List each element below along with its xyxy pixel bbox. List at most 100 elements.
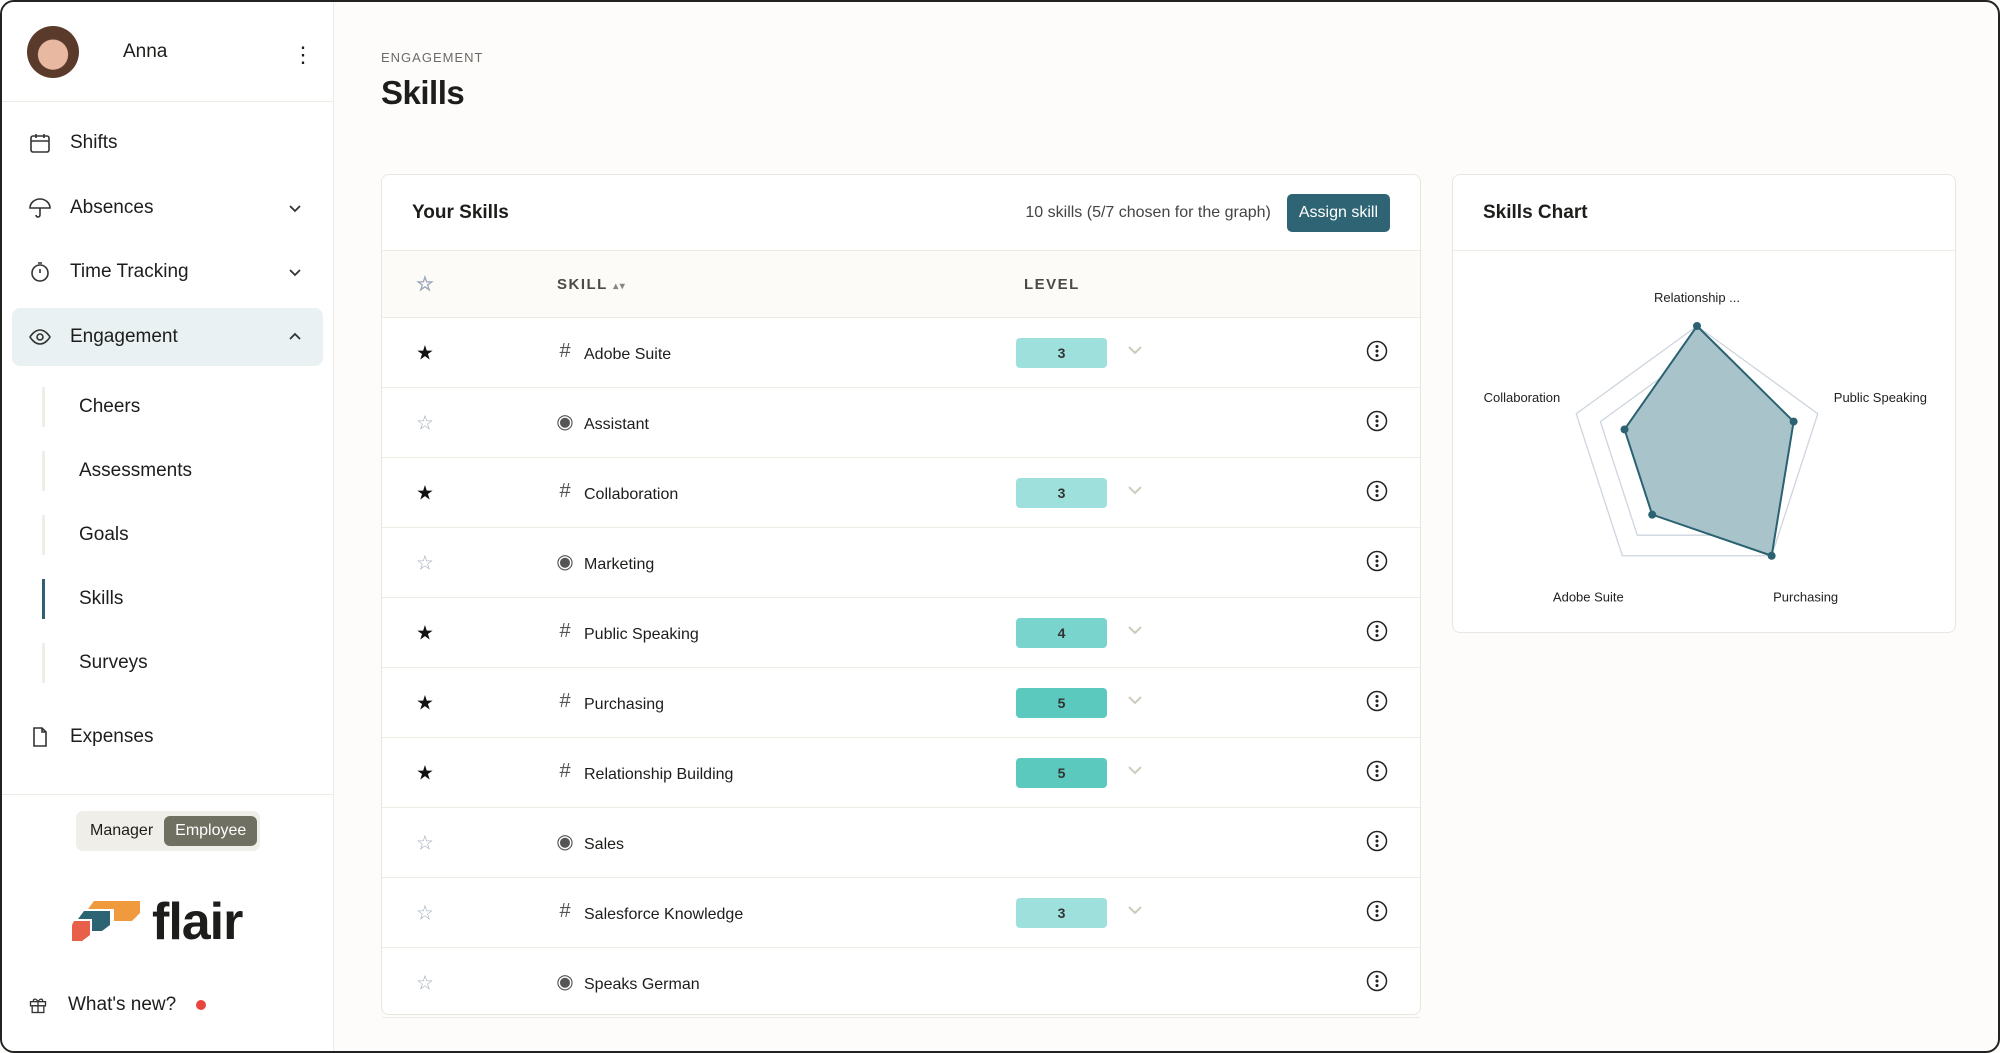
flair-logo: flair	[72, 892, 243, 952]
eye-icon	[29, 329, 51, 345]
sidebar-subitem-cheers[interactable]: Cheers	[42, 387, 140, 427]
chevron-up-icon[interactable]	[287, 329, 303, 345]
skill-column-header[interactable]: SKILL ▴▾	[557, 276, 627, 293]
hash-icon: #	[559, 479, 571, 502]
info-icon[interactable]	[1366, 970, 1388, 992]
avatar[interactable]	[27, 25, 79, 78]
table-header: ☆ SKILL ▴▾ LEVEL	[382, 251, 1420, 318]
skill-name: Adobe Suite	[584, 345, 672, 363]
document-icon	[33, 727, 47, 747]
chevron-down-icon[interactable]	[1127, 694, 1143, 706]
stopwatch-icon	[31, 262, 49, 282]
whats-new-link[interactable]: What's new?	[28, 994, 207, 1016]
hash-icon: #	[559, 619, 571, 642]
star-outline-icon[interactable]: ☆	[416, 412, 434, 434]
skill-name: Relationship Building	[584, 765, 734, 783]
sidebar-subitem-assessments[interactable]: Assessments	[42, 451, 192, 491]
star-column-icon[interactable]: ☆	[416, 273, 436, 296]
info-icon[interactable]	[1366, 410, 1388, 432]
table-row: ★ # Public Speaking 4	[382, 598, 1420, 668]
radar-point[interactable]	[1648, 510, 1657, 519]
chevron-down-icon[interactable]	[1127, 344, 1143, 356]
card-title: Your Skills	[412, 201, 509, 223]
assign-skill-button[interactable]: Assign skill	[1286, 193, 1390, 232]
radar-point[interactable]	[1620, 425, 1629, 434]
radar-axis-label: Adobe Suite	[1553, 590, 1624, 605]
more-options-icon[interactable]: ⋮	[292, 42, 314, 67]
sidebar-item-shifts[interactable]: Shifts	[12, 114, 323, 172]
sidebar-item-time-tracking[interactable]: Time Tracking	[12, 243, 323, 301]
star-outline-icon[interactable]: ☆	[416, 972, 434, 994]
star-filled-icon[interactable]: ★	[416, 692, 434, 714]
info-icon[interactable]	[1366, 760, 1388, 782]
table-row: ☆ # Salesforce Knowledge 3	[382, 878, 1420, 948]
radar-axis-label: Relationship ...	[1654, 290, 1740, 305]
star-outline-icon[interactable]: ☆	[416, 832, 434, 854]
star-outline-icon[interactable]: ☆	[416, 552, 434, 574]
info-icon[interactable]	[1366, 690, 1388, 712]
chevron-down-icon[interactable]	[287, 264, 303, 280]
radar-axis-label: Collaboration	[1484, 390, 1561, 405]
chevron-down-icon[interactable]	[1127, 484, 1143, 496]
sidebar-item-label: Shifts	[70, 132, 118, 153]
table-row: ★ # Purchasing 5	[382, 668, 1420, 738]
star-filled-icon[interactable]: ★	[416, 342, 434, 364]
level-column-header: LEVEL	[1024, 276, 1080, 293]
sidebar-subitem-skills[interactable]: Skills	[42, 579, 123, 619]
sidebar-subitem-goals[interactable]: Goals	[42, 515, 129, 555]
sidebar-item-expenses[interactable]: Expenses	[12, 708, 323, 766]
star-filled-icon[interactable]: ★	[416, 762, 434, 784]
breadcrumb: ENGAGEMENT	[381, 50, 484, 65]
hash-icon: #	[559, 339, 571, 362]
radar-point[interactable]	[1767, 551, 1776, 560]
sidebar-item-label: Expenses	[70, 726, 154, 747]
chevron-down-icon[interactable]	[1127, 904, 1143, 916]
star-outline-icon[interactable]: ☆	[416, 902, 434, 924]
skills-count: 10 skills (5/7 chosen for the graph)	[1025, 203, 1271, 221]
skill-name: Purchasing	[584, 695, 665, 713]
info-icon[interactable]	[1366, 620, 1388, 642]
your-skills-card: Your Skills 10 skills (5/7 chosen for th…	[381, 174, 1421, 1018]
sidebar-item-absences[interactable]: Absences	[12, 179, 323, 237]
sidebar-subitem-surveys[interactable]: Surveys	[42, 643, 148, 683]
role-manager[interactable]: Manager	[90, 822, 154, 839]
chevron-down-icon[interactable]	[287, 200, 303, 216]
star-filled-icon[interactable]: ★	[416, 622, 434, 644]
user-header[interactable]: Anna ⋮	[2, 2, 333, 102]
sidebar-item-engagement[interactable]: Engagement	[12, 308, 323, 366]
level-badge[interactable]: 3	[1016, 338, 1107, 368]
flair-logo-mark	[72, 901, 140, 941]
calendar-icon	[30, 134, 50, 153]
radar-point[interactable]	[1789, 417, 1798, 426]
radar-axis-label: Public Speaking	[1834, 390, 1927, 405]
role-toggle[interactable]: Manager Employee	[76, 811, 261, 851]
info-icon[interactable]	[1366, 900, 1388, 922]
info-icon[interactable]	[1366, 340, 1388, 362]
radar-series-area	[1623, 324, 1795, 558]
info-icon[interactable]	[1366, 480, 1388, 502]
info-icon[interactable]	[1366, 550, 1388, 572]
skills-chart-card: Skills Chart Relationship ... Public Spea…	[1452, 174, 1956, 633]
role-employee[interactable]: Employee	[164, 816, 258, 846]
level-badge[interactable]: 5	[1016, 758, 1107, 788]
sidebar-item-label: Absences	[70, 197, 154, 218]
level-badge[interactable]: 3	[1016, 898, 1107, 928]
page-title: Skills	[381, 74, 465, 111]
gift-icon	[29, 998, 47, 1014]
umbrella-icon	[29, 198, 51, 218]
info-icon[interactable]	[1366, 830, 1388, 852]
hash-icon: #	[559, 759, 571, 782]
target-icon: ◉	[556, 550, 574, 573]
target-icon: ◉	[556, 410, 574, 433]
chevron-down-icon[interactable]	[1127, 764, 1143, 776]
level-badge[interactable]: 3	[1016, 478, 1107, 508]
chevron-down-icon[interactable]	[1127, 624, 1143, 636]
star-filled-icon[interactable]: ★	[416, 482, 434, 504]
user-name: Anna	[123, 40, 168, 62]
radar-point[interactable]	[1693, 322, 1701, 330]
sidebar: Anna ⋮ Shifts Absences Time Tracking Eng…	[2, 2, 334, 1051]
level-badge[interactable]: 5	[1016, 688, 1107, 718]
level-badge[interactable]: 4	[1016, 618, 1107, 648]
skill-name: Collaboration	[584, 485, 679, 503]
